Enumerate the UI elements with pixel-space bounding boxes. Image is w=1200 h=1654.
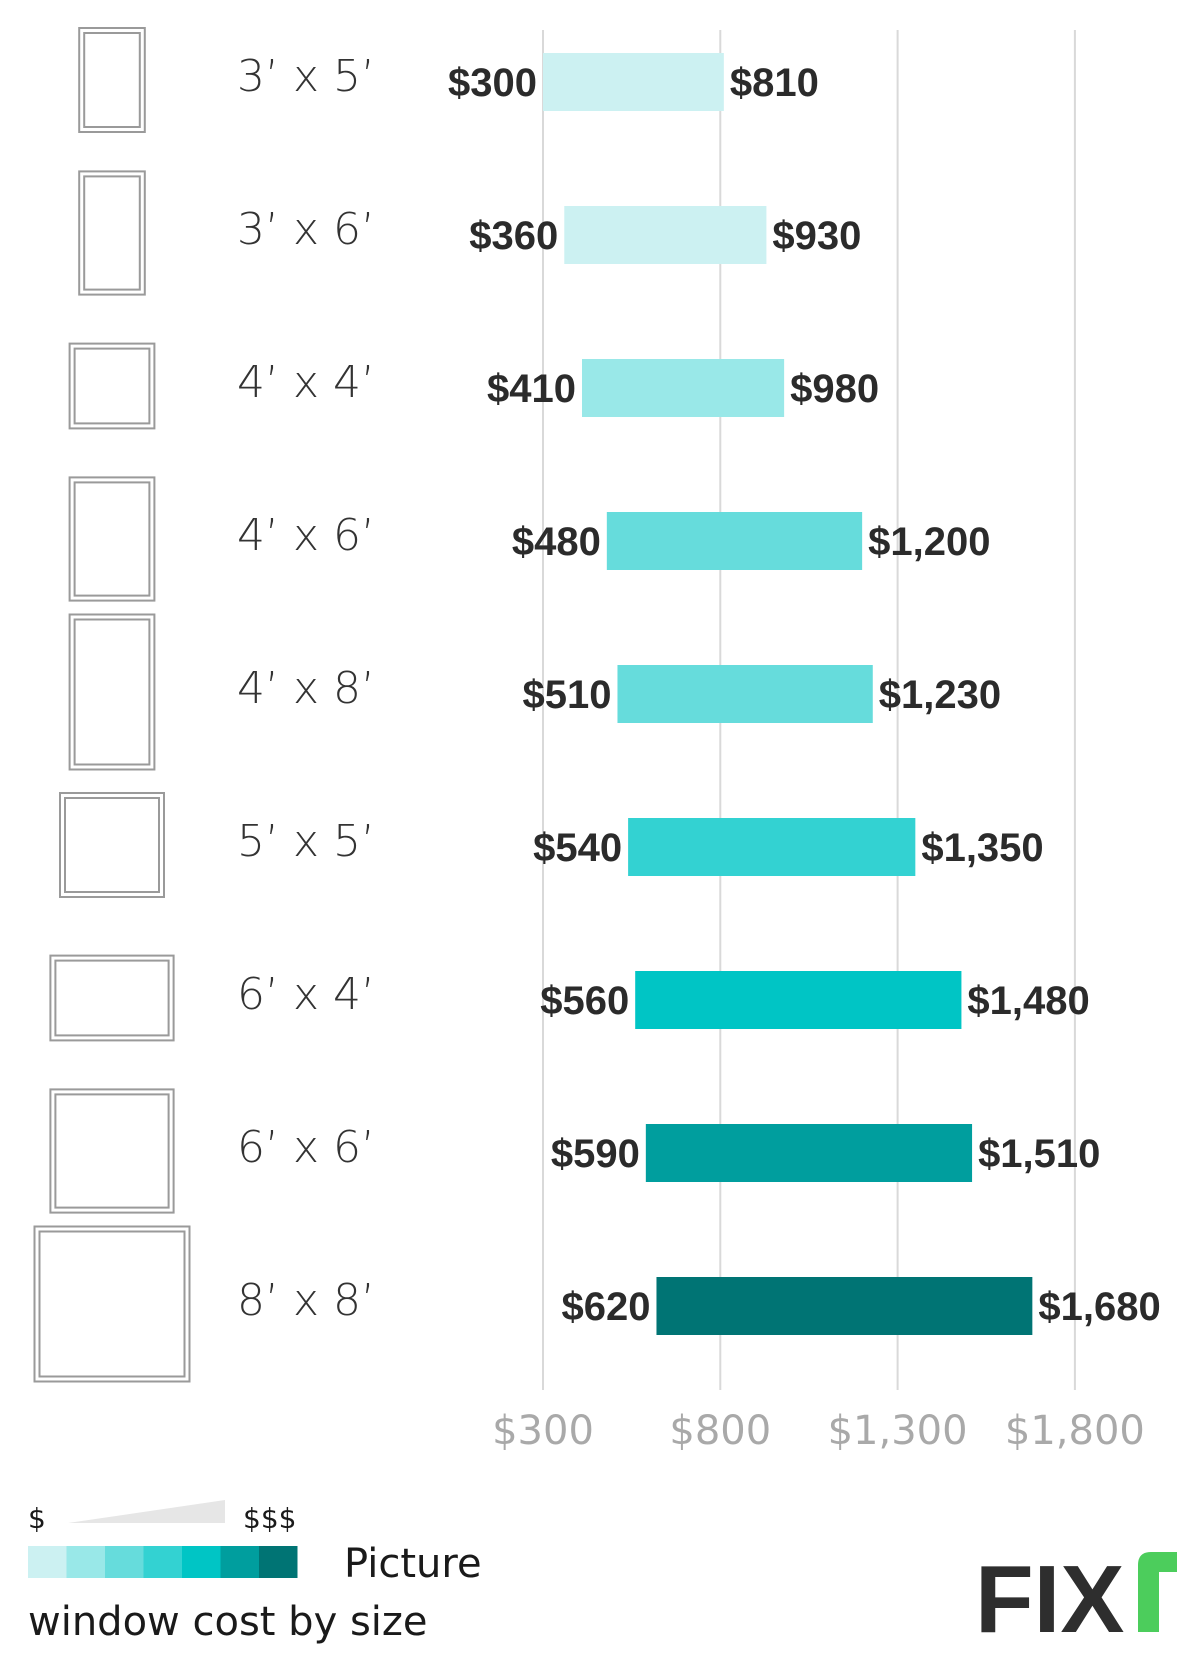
window-icon: [68, 476, 156, 602]
low-value-label: $590: [551, 1132, 640, 1176]
high-value-label: $1,680: [1038, 1285, 1160, 1329]
legend-swatch: [182, 1546, 221, 1578]
legend-swatch: [28, 1546, 67, 1578]
x-tick-label: $1,300: [828, 1408, 968, 1454]
logo-r-mark: [1138, 1552, 1177, 1632]
size-label: 3’ x 5’: [237, 51, 375, 102]
range-bar: [617, 665, 873, 723]
size-label: 8’ x 8’: [237, 1275, 375, 1326]
high-value-label: $980: [790, 367, 879, 411]
high-value-label: $930: [772, 214, 861, 258]
legend: $ $$$ Picture window cost by size: [28, 1500, 482, 1645]
x-tick-label: $300: [492, 1408, 594, 1454]
low-value-label: $410: [487, 367, 576, 411]
legend-caption-line2: window cost by size: [28, 1599, 428, 1645]
window-icon: [68, 613, 156, 771]
low-value-label: $480: [512, 520, 601, 564]
legend-caption-line1: Picture: [344, 1541, 482, 1587]
window-icon: [33, 1225, 191, 1383]
range-bar: [645, 1124, 973, 1182]
range-bar: [656, 1277, 1033, 1335]
low-value-label: $360: [469, 214, 558, 258]
window-icon: [78, 170, 146, 296]
legend-swatch: [66, 1546, 105, 1578]
high-value-label: $810: [730, 61, 819, 105]
window-icon: [49, 954, 175, 1042]
legend-swatch: [105, 1546, 144, 1578]
low-value-label: $510: [522, 673, 611, 717]
legend-cost-wedge: [68, 1500, 225, 1523]
logo-wordmark: FIX: [975, 1546, 1124, 1653]
x-axis-tick-labels: $300 $800 $1,300 $1,800: [492, 1408, 1145, 1454]
range-bar: [606, 512, 863, 570]
size-label: 6’ x 4’: [237, 969, 375, 1020]
range-bar: [635, 971, 962, 1029]
range-bar: [564, 206, 767, 264]
x-tick-label: $1,800: [1005, 1408, 1145, 1454]
high-value-label: $1,510: [978, 1132, 1100, 1176]
size-label: 6’ x 6’: [237, 1122, 375, 1173]
window-icon: [68, 342, 156, 430]
legend-swatch: [220, 1546, 259, 1578]
legend-swatch: [259, 1546, 298, 1578]
window-icon: [59, 792, 165, 898]
legend-swatches: [28, 1546, 298, 1578]
size-label: 4’ x 4’: [237, 357, 375, 408]
row-decorations: 3’ x 5’ 3’ x 6’ 4’ x 4’ 4’ x 6’ 4’ x 8’ 5’ x …: [33, 27, 375, 1383]
legend-high-symbol: $$$: [243, 1502, 296, 1535]
range-bar: [543, 53, 724, 111]
legend-swatch: [143, 1546, 182, 1578]
window-icon: [78, 27, 146, 133]
range-bar: [628, 818, 916, 876]
size-label: 3’ x 6’: [237, 204, 375, 255]
range-bar: [582, 359, 785, 417]
low-value-label: $620: [561, 1285, 650, 1329]
size-label: 4’ x 6’: [237, 510, 375, 561]
high-value-label: $1,230: [879, 673, 1001, 717]
bars: $300 $810 $360 $930 $410 $980 $480 $1,200 $510 $1…: [448, 53, 1161, 1335]
low-value-label: $300: [448, 61, 537, 105]
size-label: 4’ x 8’: [237, 663, 375, 714]
high-value-label: $1,350: [921, 826, 1043, 870]
high-value-label: $1,200: [868, 520, 990, 564]
legend-low-symbol: $: [28, 1502, 46, 1535]
window-icon: [49, 1088, 175, 1214]
low-value-label: $560: [540, 979, 629, 1023]
x-tick-label: $800: [669, 1408, 771, 1454]
high-value-label: $1,480: [967, 979, 1089, 1023]
size-label: 5’ x 5’: [237, 816, 375, 867]
low-value-label: $540: [533, 826, 622, 870]
fixr-logo: FIX: [975, 1546, 1177, 1653]
